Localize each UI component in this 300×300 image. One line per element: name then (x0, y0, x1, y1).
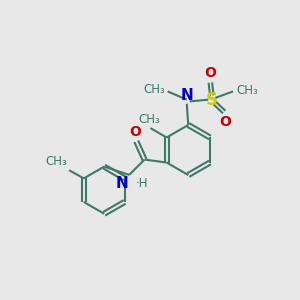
Text: CH₃: CH₃ (138, 113, 160, 126)
Text: N: N (115, 176, 128, 191)
Text: CH₃: CH₃ (237, 84, 258, 97)
Text: N: N (180, 88, 193, 103)
Text: CH₃: CH₃ (144, 83, 165, 96)
Text: CH₃: CH₃ (45, 155, 67, 168)
Text: O: O (204, 66, 216, 80)
Text: O: O (129, 125, 141, 139)
Text: S: S (206, 91, 218, 109)
Text: ·H: ·H (136, 177, 148, 190)
Text: O: O (219, 115, 231, 129)
